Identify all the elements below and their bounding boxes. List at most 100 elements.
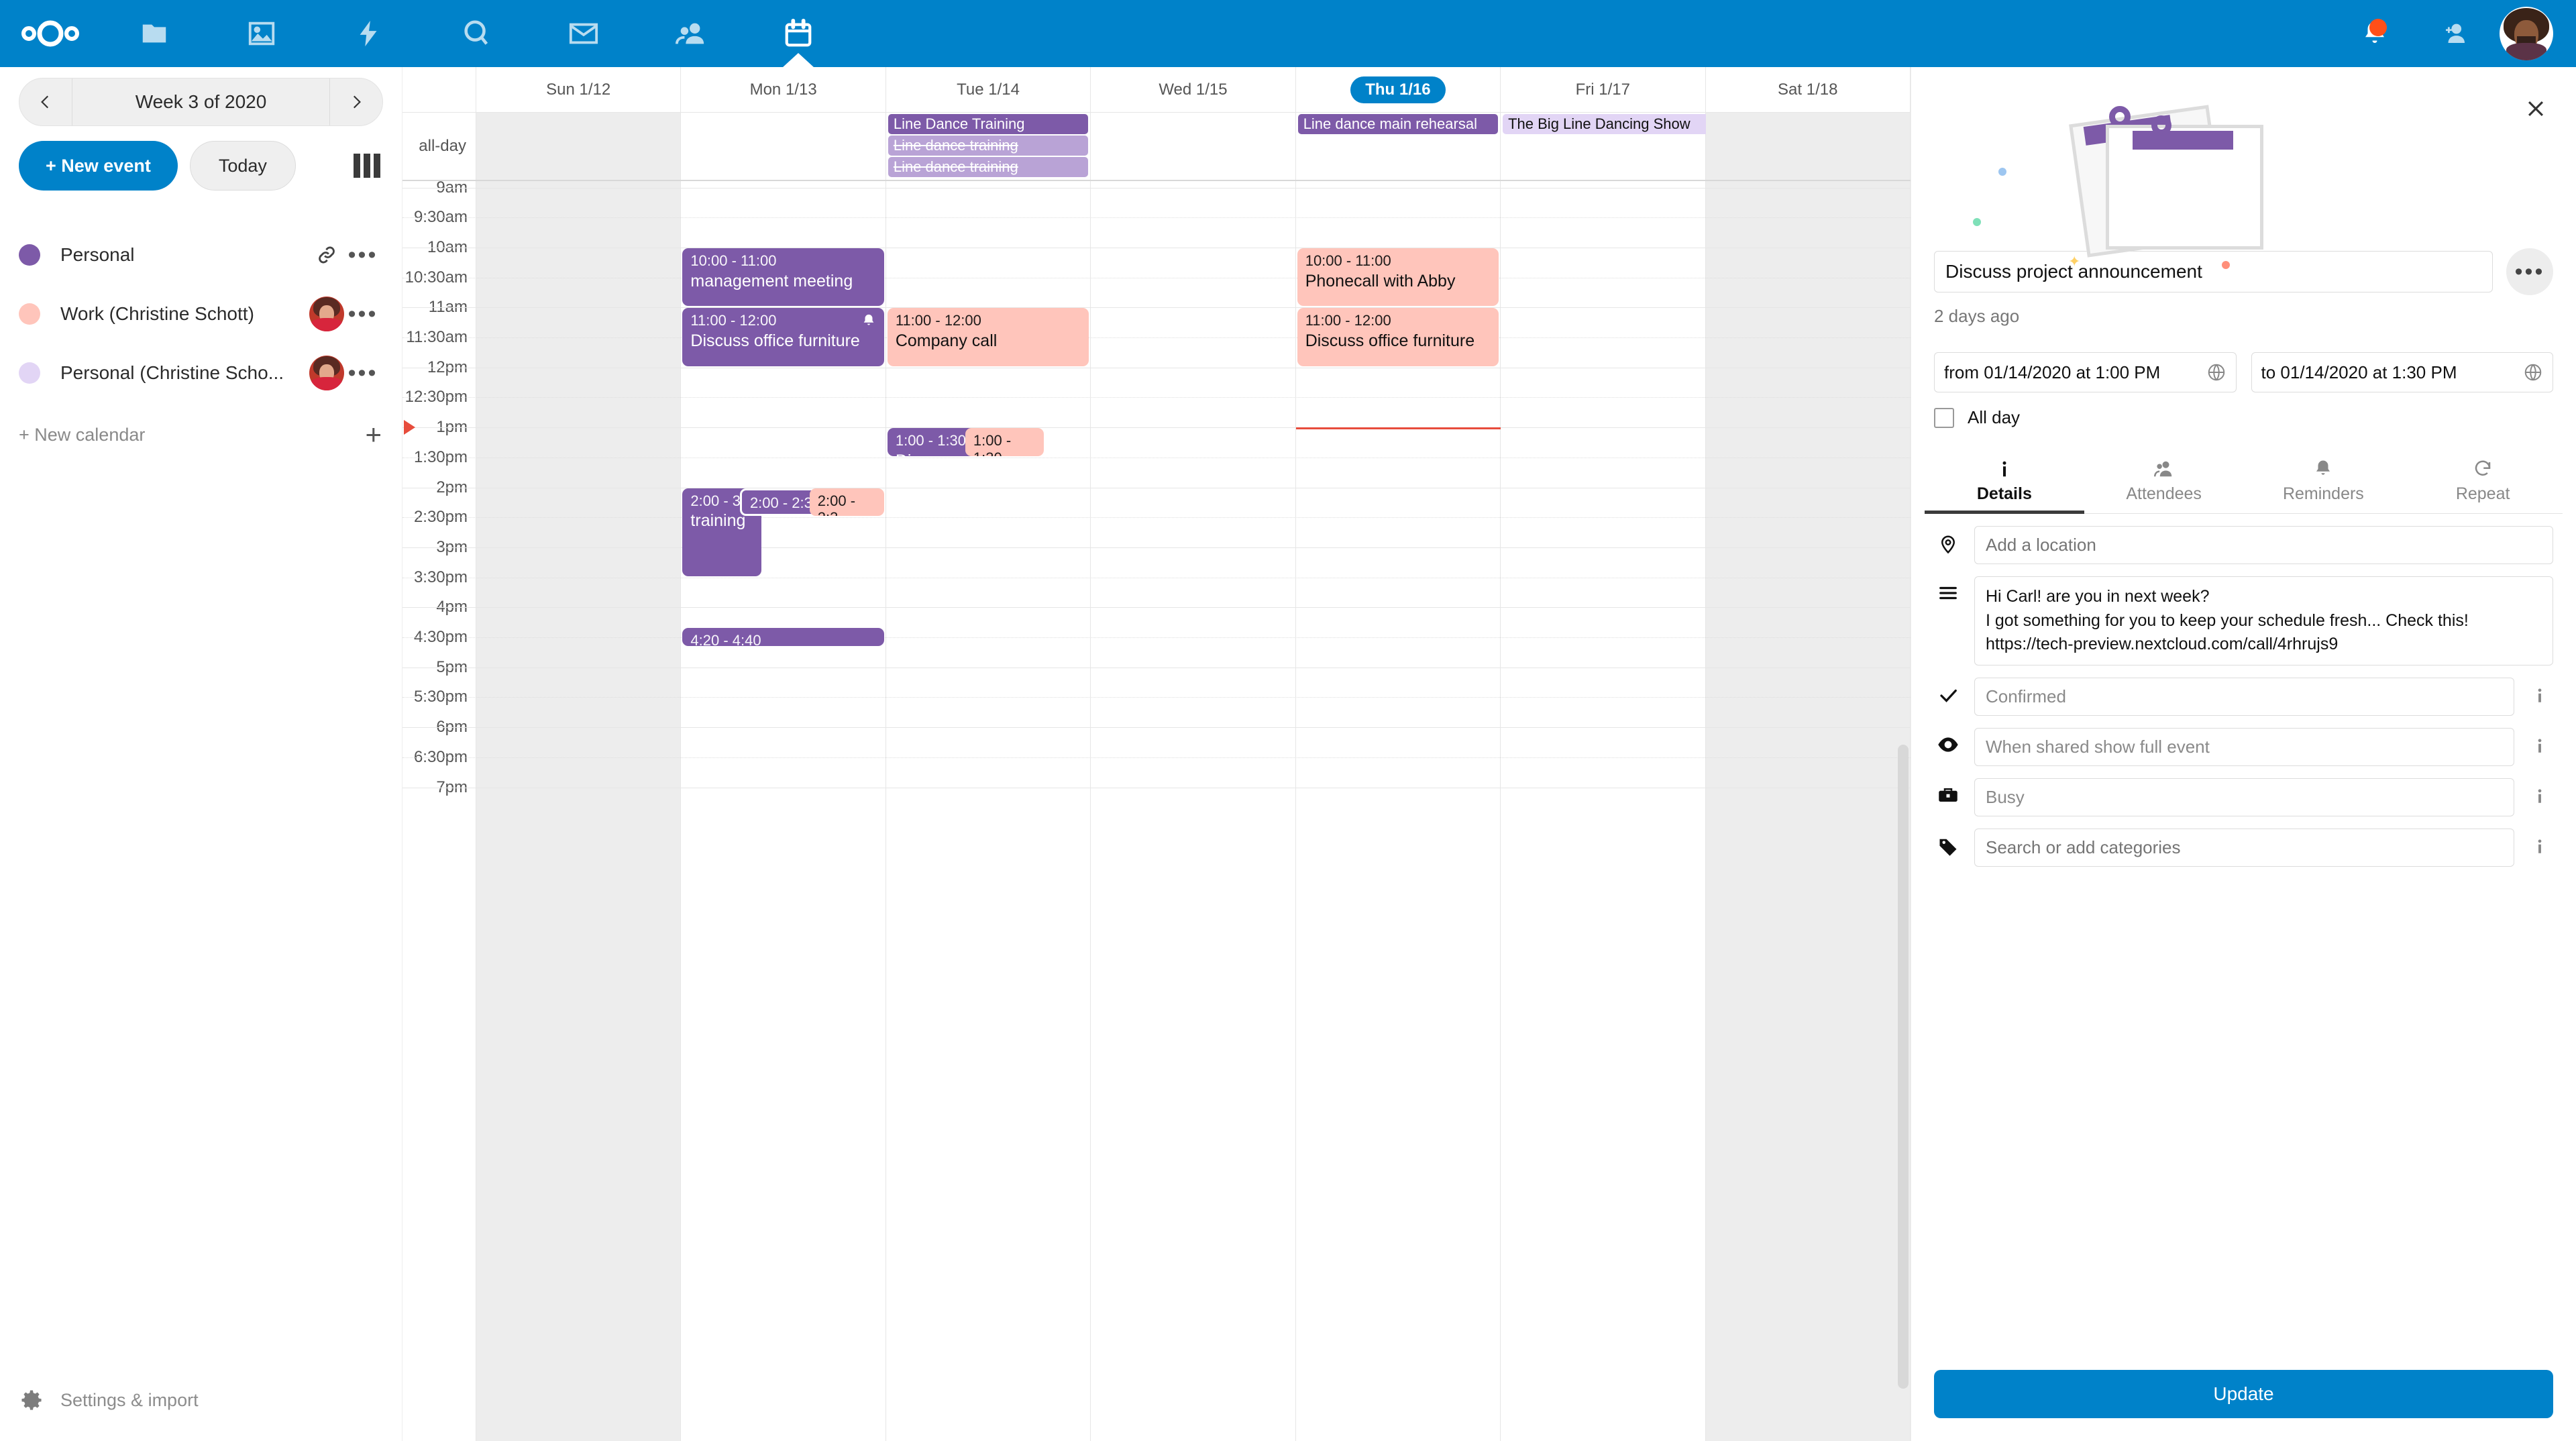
all-day-row: all-day Line Dance Training Line dance t… — [402, 113, 1911, 181]
day-header-tue[interactable]: Tue 1/14 — [886, 67, 1091, 112]
shared-avatar[interactable] — [309, 356, 344, 390]
day-label: Sun 1/12 — [546, 80, 611, 99]
nav-contacts[interactable] — [637, 0, 745, 67]
all-day-cell-thu[interactable]: Line dance main rehearsal — [1296, 113, 1501, 180]
all-day-cell-sun[interactable] — [476, 113, 682, 180]
all-day-checkbox[interactable] — [1934, 407, 1954, 428]
all-day-cell-tue[interactable]: Line Dance Training Line dance training … — [886, 113, 1091, 180]
new-calendar-button[interactable]: + New calendar + — [0, 409, 402, 460]
briefcase-icon — [1934, 778, 1962, 804]
calendar-event[interactable]: 10:00 - 11:00 management meeting — [682, 248, 884, 307]
event-time: 11:00 - 12:00 — [1305, 312, 1391, 329]
all-day-cell-sat[interactable] — [1705, 113, 1911, 180]
all-day-event[interactable]: Line Dance Training — [888, 114, 1089, 134]
categories-info-icon[interactable] — [2526, 829, 2553, 855]
day-column-sun[interactable] — [476, 181, 682, 1441]
update-button[interactable]: Update — [1934, 1370, 2553, 1418]
all-day-cell-fri[interactable]: The Big Line Dancing Show — [1501, 113, 1770, 180]
calendar-menu-button[interactable]: ••• — [347, 301, 378, 327]
calendar-event[interactable]: 10:00 - 11:00 Phonecall with Abby — [1297, 248, 1499, 307]
tab-attendees[interactable]: Attendees — [2084, 451, 2244, 513]
calendar-event[interactable]: 1:00 - 1:30Discuss project — [965, 428, 1044, 456]
globe-icon[interactable] — [2206, 362, 2226, 382]
tab-label: Reminders — [2282, 484, 2364, 503]
previous-week-button[interactable] — [19, 78, 72, 125]
next-week-button[interactable] — [330, 78, 382, 125]
tab-details[interactable]: Details — [1925, 451, 2084, 514]
columns-view-icon[interactable] — [354, 154, 383, 178]
map-pin-icon — [1934, 526, 1962, 554]
day-header-sun[interactable]: Sun 1/12 — [476, 67, 682, 112]
plus-icon[interactable]: + — [365, 419, 382, 450]
nav-calendar[interactable] — [745, 0, 852, 67]
week-label[interactable]: Week 3 of 2020 — [72, 78, 330, 125]
all-day-event[interactable]: Line dance training — [888, 136, 1089, 156]
link-icon[interactable] — [309, 244, 344, 266]
day-column-wed[interactable] — [1091, 181, 1296, 1441]
day-header-sat[interactable]: Sat 1/18 — [1706, 67, 1911, 112]
settings-and-import-button[interactable]: Settings & import — [0, 1389, 402, 1411]
visibility-select[interactable]: When shared show full event — [1974, 727, 2514, 766]
contacts-menu-button[interactable] — [2415, 0, 2496, 67]
visibility-info-icon[interactable] — [2526, 728, 2553, 755]
day-column-fri[interactable] — [1501, 181, 1706, 1441]
user-avatar[interactable] — [2500, 7, 2553, 60]
event-more-menu-button[interactable]: ••• — [2506, 248, 2553, 295]
today-button[interactable]: Today — [189, 141, 296, 191]
calendar-event[interactable]: 4:20 - 4:40purchasing dept — [682, 627, 884, 647]
nextcloud-logo[interactable] — [0, 20, 101, 47]
status-select[interactable]: Confirmed — [1974, 677, 2514, 716]
status-info-icon[interactable] — [2526, 678, 2553, 704]
event-title: check-in — [750, 513, 814, 514]
nav-search-app[interactable] — [423, 0, 530, 67]
calendar-event[interactable]: 11:00 - 12:00 Discuss office furniture — [682, 308, 884, 366]
all-day-event[interactable]: Line dance training — [888, 157, 1089, 177]
day-column-thu[interactable] — [1296, 181, 1501, 1441]
location-input[interactable] — [1974, 526, 2553, 564]
time-grid-body: 9am 9:30am 10am 10:30am 11am 11:30am 12pm 12:30… — [402, 181, 1911, 1441]
time-label: 10:30am — [405, 268, 468, 286]
day-header-thu[interactable]: Thu 1/16 — [1296, 67, 1501, 112]
event-end-date-field[interactable]: to 01/14/2020 at 1:30 PM — [2251, 352, 2553, 392]
all-day-event[interactable]: Line dance main rehearsal — [1297, 114, 1499, 134]
nav-files[interactable] — [101, 0, 208, 67]
calendar-event[interactable]: 11:00 - 12:00 Company call — [887, 308, 1089, 366]
all-day-cell-mon[interactable] — [681, 113, 886, 180]
text-lines-icon — [1934, 576, 1962, 602]
tab-repeat[interactable]: Repeat — [2403, 451, 2563, 513]
calendar-event[interactable]: 11:00 - 12:00 Discuss office furniture — [1297, 308, 1499, 366]
day-header-wed[interactable]: Wed 1/15 — [1091, 67, 1296, 112]
close-icon[interactable] — [2518, 91, 2553, 126]
event-time: 4:20 - 4:40 — [690, 631, 761, 647]
day-column-tue[interactable] — [886, 181, 1091, 1441]
event-title-input[interactable] — [1934, 251, 2493, 292]
today-badge: Thu 1/16 — [1350, 76, 1446, 103]
new-event-button[interactable]: + New event — [19, 141, 178, 191]
time-label: 6pm — [436, 718, 468, 737]
calendar-scrollbar[interactable] — [1898, 745, 1909, 1389]
nav-photos[interactable] — [208, 0, 315, 67]
day-header-mon[interactable]: Mon 1/13 — [681, 67, 886, 112]
calendar-event[interactable]: 2:00 - 2:3check-in — [809, 488, 884, 517]
tab-reminders[interactable]: Reminders — [2244, 451, 2404, 513]
busy-select[interactable]: Busy — [1974, 778, 2514, 816]
calendar-item-work-christine-schott[interactable]: Work (Christine Schott) ••• — [0, 284, 402, 343]
day-header-fri[interactable]: Fri 1/17 — [1501, 67, 1706, 112]
day-column-sat[interactable] — [1705, 181, 1911, 1441]
calendar-item-personal-christine-schott[interactable]: Personal (Christine Scho... ••• — [0, 343, 402, 403]
calendar-item-personal[interactable]: Personal ••• — [0, 225, 402, 284]
calendar-menu-button[interactable]: ••• — [347, 242, 378, 268]
shared-avatar[interactable] — [309, 297, 344, 331]
day-column-mon[interactable] — [681, 181, 886, 1441]
busy-info-icon[interactable] — [2526, 778, 2553, 805]
nav-mail[interactable] — [530, 0, 637, 67]
nav-activity[interactable] — [315, 0, 423, 67]
notifications-button[interactable] — [2334, 0, 2415, 67]
calendar-menu-button[interactable]: ••• — [347, 360, 378, 386]
globe-icon[interactable] — [2523, 362, 2543, 382]
categories-input[interactable] — [1974, 828, 2514, 867]
event-start-date-field[interactable]: from 01/14/2020 at 1:00 PM — [1934, 352, 2237, 392]
description-textarea[interactable]: Hi Carl! are you in next week? I got som… — [1974, 576, 2553, 665]
all-day-cell-wed[interactable] — [1091, 113, 1296, 180]
app-navigation — [101, 0, 852, 67]
